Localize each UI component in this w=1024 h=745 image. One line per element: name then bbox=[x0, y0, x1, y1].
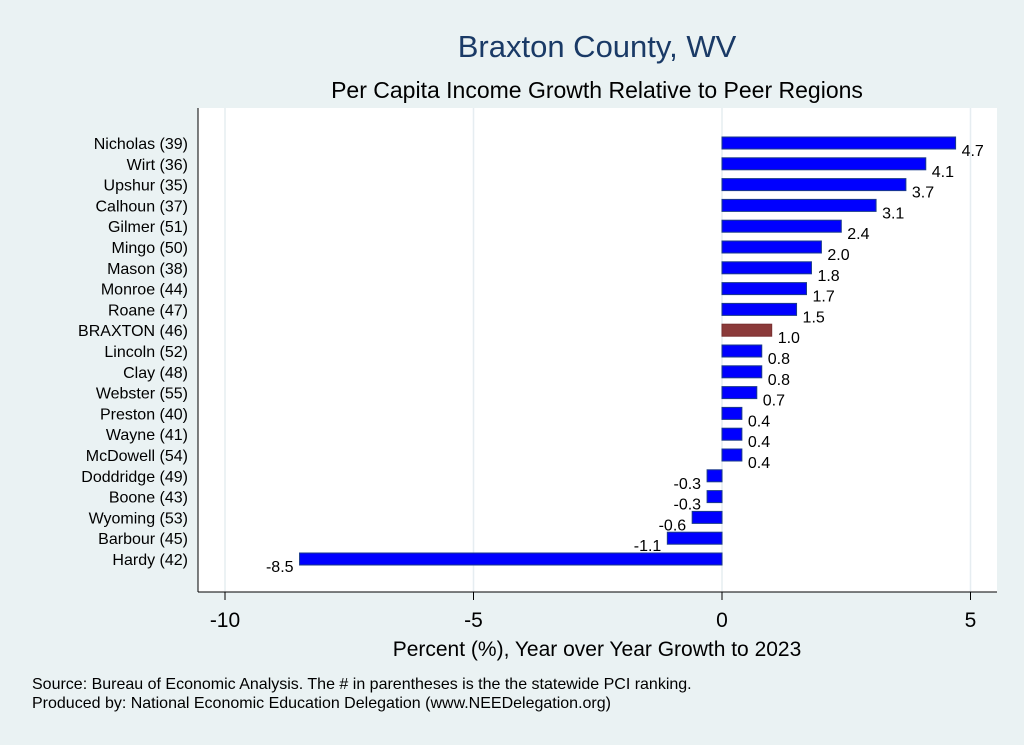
y-tick-label: BRAXTON (46) bbox=[78, 323, 188, 340]
x-tick-label: -10 bbox=[210, 609, 240, 632]
y-tick-label: Lincoln (52) bbox=[104, 344, 188, 361]
bar bbox=[299, 552, 723, 566]
data-label: 3.7 bbox=[912, 185, 934, 202]
bar bbox=[721, 178, 907, 192]
y-tick-label: Webster (55) bbox=[96, 386, 188, 403]
y-tick-label: Wayne (41) bbox=[106, 427, 188, 444]
data-label: 0.8 bbox=[768, 372, 790, 389]
y-tick-label: Hardy (42) bbox=[112, 552, 188, 569]
data-label: -8.5 bbox=[266, 559, 294, 576]
data-label: 2.4 bbox=[847, 226, 869, 243]
bar bbox=[721, 365, 763, 379]
data-label: 1.0 bbox=[778, 330, 800, 347]
bar bbox=[721, 198, 877, 212]
y-tick-label: McDowell (54) bbox=[86, 448, 188, 465]
data-label: -1.1 bbox=[634, 538, 662, 555]
y-tick-label: Roane (47) bbox=[108, 302, 188, 319]
bar bbox=[721, 448, 743, 462]
bar bbox=[721, 344, 763, 358]
bar-highlight bbox=[721, 323, 773, 337]
x-tick-label: 0 bbox=[716, 609, 728, 632]
data-label: 1.7 bbox=[812, 289, 834, 306]
y-tick-label: Mingo (50) bbox=[112, 240, 188, 257]
bar bbox=[666, 531, 723, 545]
data-label: 4.1 bbox=[932, 164, 954, 181]
y-tick-label: Calhoun (37) bbox=[96, 198, 189, 215]
data-label: 3.1 bbox=[882, 205, 904, 222]
y-tick-label: Clay (48) bbox=[123, 365, 188, 382]
bar bbox=[721, 157, 927, 171]
data-label: 0.4 bbox=[748, 455, 770, 472]
bar bbox=[721, 219, 842, 233]
data-label: 0.4 bbox=[748, 413, 770, 430]
y-tick-label: Boone (43) bbox=[109, 490, 188, 507]
bar bbox=[706, 469, 723, 483]
data-label: 1.5 bbox=[803, 309, 825, 326]
y-tick-label: Wyoming (53) bbox=[89, 510, 188, 527]
bar bbox=[721, 406, 743, 420]
data-label: 0.4 bbox=[748, 434, 770, 451]
data-label: 0.8 bbox=[768, 351, 790, 368]
y-tick-label: Mason (38) bbox=[107, 261, 188, 278]
data-label: -0.3 bbox=[674, 497, 702, 514]
data-label: -0.3 bbox=[674, 476, 702, 493]
bar bbox=[721, 240, 822, 254]
data-label: -0.6 bbox=[659, 517, 687, 534]
bar bbox=[721, 386, 758, 400]
chart-subtitle: Per Capita Income Growth Relative to Pee… bbox=[331, 77, 863, 103]
x-axis-label: Percent (%), Year over Year Growth to 20… bbox=[393, 638, 802, 661]
x-tick-label: 5 bbox=[965, 609, 977, 632]
data-label: 0.7 bbox=[763, 393, 785, 410]
y-tick-label: Nicholas (39) bbox=[94, 136, 188, 153]
x-tick-label: -5 bbox=[464, 609, 483, 632]
data-label: 2.0 bbox=[827, 247, 849, 264]
footer-source: Source: Bureau of Economic Analysis. The… bbox=[32, 676, 692, 693]
y-tick-label: Doddridge (49) bbox=[81, 469, 188, 486]
bar bbox=[721, 427, 743, 441]
y-tick-label: Preston (40) bbox=[100, 406, 188, 423]
y-tick-label: Upshur (35) bbox=[104, 178, 188, 195]
bar bbox=[721, 136, 957, 150]
bar bbox=[706, 490, 723, 504]
y-tick-label: Gilmer (51) bbox=[108, 219, 188, 236]
data-label: 4.7 bbox=[962, 143, 984, 160]
bar bbox=[721, 261, 812, 275]
y-tick-label: Monroe (44) bbox=[101, 282, 188, 299]
y-tick-label: Barbour (45) bbox=[98, 531, 188, 548]
footer-produced: Produced by: National Economic Education… bbox=[32, 695, 611, 712]
y-tick-label: Wirt (36) bbox=[127, 157, 188, 174]
data-label: 1.8 bbox=[817, 268, 839, 285]
bar bbox=[721, 282, 807, 296]
bar bbox=[691, 510, 723, 524]
bar bbox=[721, 302, 798, 316]
chart-title: Braxton County, WV bbox=[458, 29, 737, 64]
